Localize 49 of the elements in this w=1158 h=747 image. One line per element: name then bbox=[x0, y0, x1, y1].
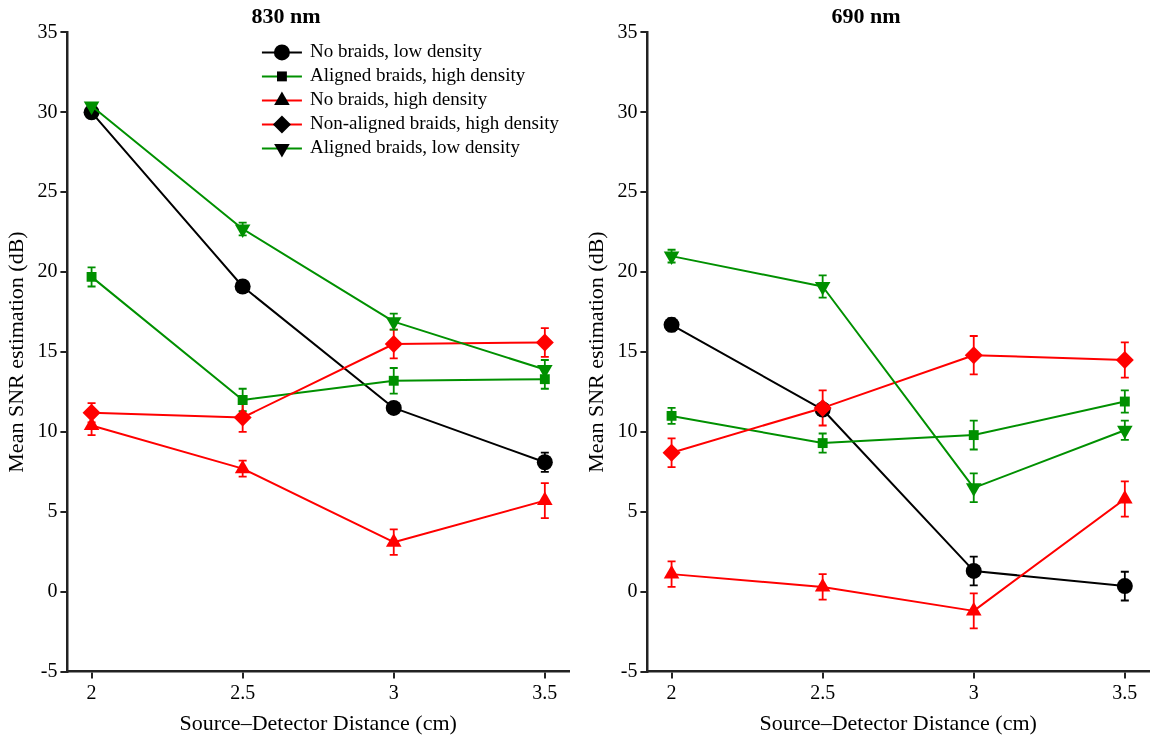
y-tick-label: 5 bbox=[627, 499, 638, 522]
x-axis-title: Source–Detector Distance (cm) bbox=[759, 709, 1037, 735]
legend-label: Non-aligned braids, high density bbox=[309, 112, 560, 134]
point bbox=[237, 394, 248, 405]
y-tick-label: -5 bbox=[620, 658, 638, 681]
chart-title: 830 nm bbox=[251, 2, 321, 28]
y-tick-label: 25 bbox=[617, 179, 638, 202]
legend-label: Aligned braids, high density bbox=[309, 64, 526, 86]
point bbox=[535, 333, 554, 352]
point bbox=[83, 101, 100, 115]
y-tick-label: 0 bbox=[47, 578, 58, 601]
point bbox=[233, 408, 252, 427]
legend-label: No braids, high density bbox=[309, 88, 488, 110]
x-tick-label: 2.5 bbox=[230, 680, 256, 703]
chart-title: 690 nm bbox=[831, 2, 901, 28]
y-tick-label: 35 bbox=[37, 19, 58, 42]
x-tick-label: 2 bbox=[666, 680, 677, 703]
y-axis-title: Mean SNR estimation (dB) bbox=[582, 231, 608, 473]
legend-label: Aligned braids, low density bbox=[309, 136, 521, 158]
legend-label: No braids, low density bbox=[309, 40, 483, 62]
point bbox=[234, 278, 251, 295]
x-tick-label: 3.5 bbox=[1112, 680, 1138, 703]
y-tick-label: 20 bbox=[37, 259, 58, 282]
y-tick-label: 5 bbox=[47, 499, 58, 522]
x-axis-title: Source–Detector Distance (cm) bbox=[179, 709, 457, 735]
point bbox=[537, 491, 553, 506]
point bbox=[385, 399, 402, 416]
point bbox=[385, 533, 402, 547]
x-tick-label: 3 bbox=[388, 680, 399, 703]
y-tick-label: 15 bbox=[617, 339, 638, 362]
y-tick-label: 15 bbox=[37, 339, 58, 362]
point bbox=[388, 375, 399, 386]
x-tick-label: 3 bbox=[968, 680, 979, 703]
point bbox=[384, 335, 403, 354]
y-tick-label: -5 bbox=[40, 658, 58, 681]
y-axis-title: Mean SNR estimation (dB) bbox=[2, 231, 28, 473]
y-tick-label: 25 bbox=[37, 179, 58, 202]
y-tick-label: 35 bbox=[617, 19, 638, 42]
point bbox=[234, 459, 251, 474]
y-tick-label: 0 bbox=[627, 578, 638, 601]
y-tick-label: 30 bbox=[617, 99, 638, 122]
x-tick-label: 2 bbox=[86, 680, 97, 703]
y-tick-label: 30 bbox=[37, 99, 58, 122]
y-tick-label: 10 bbox=[617, 419, 638, 442]
point bbox=[86, 271, 97, 282]
y-tick-label: 20 bbox=[617, 259, 638, 282]
x-tick-label: 2.5 bbox=[810, 680, 836, 703]
y-tick-label: 10 bbox=[37, 419, 58, 442]
x-tick-label: 3.5 bbox=[532, 680, 558, 703]
